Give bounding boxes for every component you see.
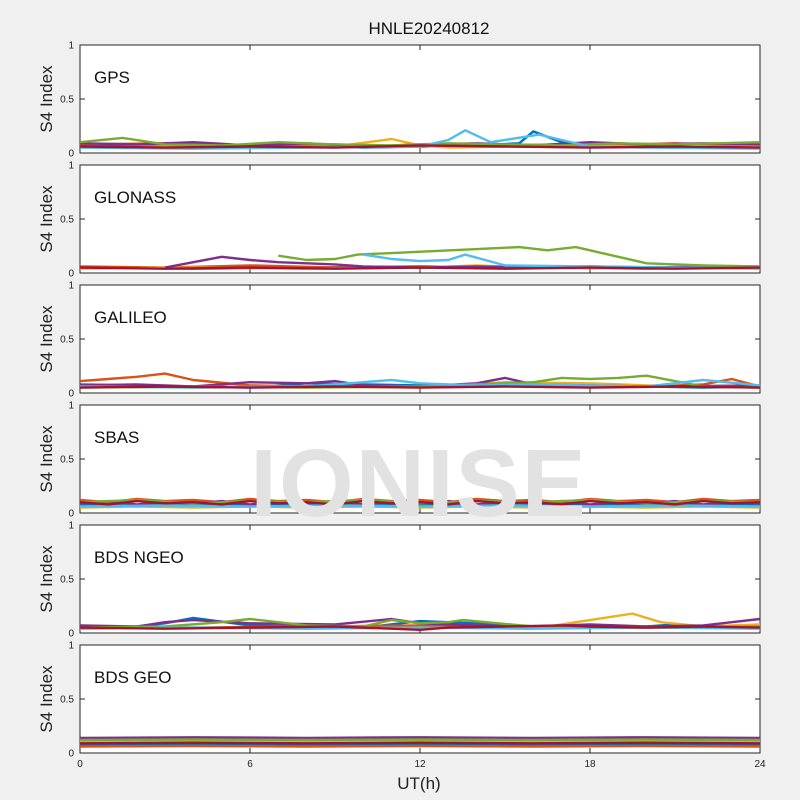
y-axis-label: S4 Index	[37, 305, 56, 373]
y-tick-label: 0	[68, 509, 74, 520]
series-line-6	[79, 741, 761, 745]
x-tick-label: 18	[584, 759, 596, 770]
series-line-7	[79, 144, 761, 149]
series-line-7	[79, 266, 761, 270]
x-tick-label: 12	[414, 759, 426, 770]
panel-label: GALILEO	[94, 308, 167, 327]
panel-axes-box	[79, 164, 761, 274]
panel-bds-geo: 0 0.5 1 BDS GEO S4 Index	[37, 641, 761, 760]
panels-group: 0 0.5 1 GPS S4 Index 0 0.5 1 GLONASS S4 Index 0 0.5…	[37, 41, 761, 760]
panel-label: BDS NGEO	[94, 548, 184, 567]
y-tick-label: 0.5	[60, 575, 74, 586]
y-tick-label: 0	[68, 269, 74, 280]
panel-galileo: 0 0.5 1 GALILEO S4 Index	[37, 281, 761, 400]
y-axis-label: S4 Index	[37, 65, 56, 133]
panel-gps: 0 0.5 1 GPS S4 Index	[37, 41, 761, 160]
watermark-text: IONISE	[250, 430, 587, 537]
y-tick-label: 0	[68, 749, 74, 760]
y-axis-label: S4 Index	[37, 665, 56, 733]
y-tick-label: 0	[68, 149, 74, 160]
series-line-5	[79, 738, 761, 742]
series-line-5	[278, 245, 761, 268]
y-tick-label: 1	[68, 161, 74, 172]
y-tick-label: 0.5	[60, 455, 74, 466]
y-tick-label: 0.5	[60, 95, 74, 106]
x-axis-label: UT(h)	[397, 774, 440, 793]
series-line-7	[79, 499, 761, 506]
panel-sbas: 0 0.5 1 SBAS S4 Index	[37, 401, 761, 520]
series-line-2	[79, 497, 761, 504]
y-tick-label: 0	[68, 389, 74, 400]
panel-label: GPS	[94, 68, 130, 87]
y-tick-label: 0	[68, 629, 74, 640]
x-tick-label: 6	[247, 759, 253, 770]
series-line-2	[79, 744, 761, 748]
panel-glonass: 0 0.5 1 GLONASS S4 Index	[37, 161, 761, 280]
y-tick-label: 0.5	[60, 695, 74, 706]
series-line-4	[79, 736, 761, 740]
y-tick-label: 1	[68, 641, 74, 652]
y-tick-label: 1	[68, 41, 74, 52]
y-axis-label: S4 Index	[37, 425, 56, 493]
y-axis-label: S4 Index	[37, 185, 56, 253]
y-axis-label: S4 Index	[37, 545, 56, 613]
y-tick-label: 1	[68, 521, 74, 532]
x-tick-label: 0	[77, 759, 83, 770]
y-tick-label: 1	[68, 281, 74, 292]
panel-axes-box	[79, 524, 761, 634]
y-tick-label: 1	[68, 401, 74, 412]
series-line-6	[79, 504, 761, 508]
y-tick-label: 0.5	[60, 335, 74, 346]
panel-label: BDS GEO	[94, 668, 171, 687]
panel-bds-ngeo: 0 0.5 1 BDS NGEO S4 Index	[37, 521, 761, 640]
x-axis: 0 6 12 18 24	[77, 759, 766, 770]
figure-title: HNLE20240812	[369, 19, 490, 38]
x-tick-label: 24	[754, 759, 766, 770]
series-line-7	[79, 624, 761, 631]
panel-label: GLONASS	[94, 188, 176, 207]
series-line-7	[79, 385, 761, 389]
panel-axes-box	[79, 44, 761, 154]
panel-label: SBAS	[94, 428, 139, 447]
y-tick-label: 0.5	[60, 215, 74, 226]
